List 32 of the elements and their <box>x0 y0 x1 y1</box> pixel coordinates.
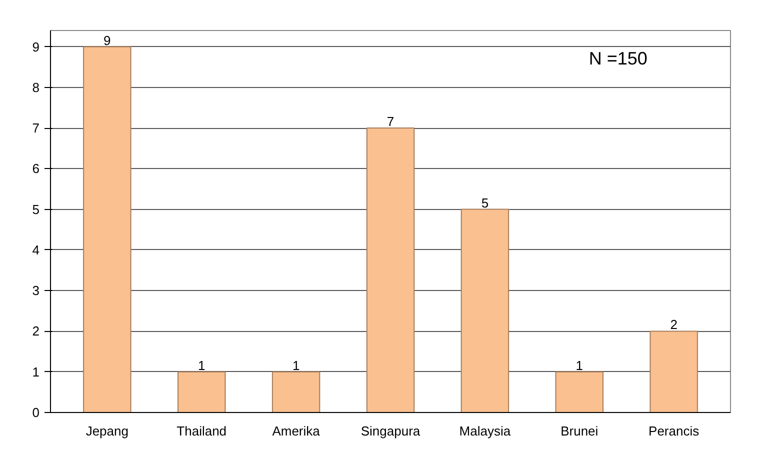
y-tick-label: 7 <box>32 120 40 136</box>
data-label: 1 <box>576 358 584 373</box>
data-label: 1 <box>198 358 206 373</box>
x-tick-label: Malaysia <box>459 424 512 438</box>
x-tick-label: Perancis <box>648 424 700 438</box>
y-tick-label: 0 <box>32 405 40 420</box>
annotation: N =150 <box>588 48 648 69</box>
y-tick-label: 6 <box>32 161 40 176</box>
y-tick-label: 1 <box>32 364 40 380</box>
bar <box>178 371 226 412</box>
data-label: 1 <box>292 358 300 373</box>
data-label: 9 <box>104 32 111 48</box>
x-tick-label: Thailand <box>176 424 227 438</box>
data-label: 7 <box>386 114 394 130</box>
data-label: 5 <box>481 195 489 210</box>
x-tick-label: Brunei <box>560 424 598 438</box>
y-tick-label: 2 <box>32 324 40 339</box>
x-tick-label: Jepang <box>86 424 128 438</box>
y-tick-label: 8 <box>32 80 40 95</box>
data-label: 2 <box>670 317 678 332</box>
bar <box>650 330 698 412</box>
bar <box>83 46 132 412</box>
bar <box>272 371 320 412</box>
x-tick-label: Singapura <box>360 424 421 438</box>
bar <box>366 128 415 412</box>
y-tick-label: 5 <box>32 202 40 217</box>
bar <box>460 208 510 412</box>
y-tick-label: 3 <box>32 283 40 298</box>
x-tick-label: Amerika <box>272 424 321 438</box>
bar <box>555 371 604 412</box>
y-tick-label: 9 <box>32 39 40 54</box>
y-tick-label: 4 <box>32 242 40 258</box>
